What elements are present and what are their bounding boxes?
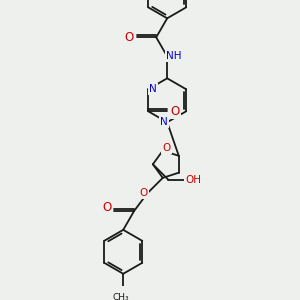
Text: OH: OH bbox=[185, 175, 201, 184]
Text: O: O bbox=[140, 188, 148, 198]
Text: CH₃: CH₃ bbox=[112, 293, 129, 300]
Text: N: N bbox=[149, 84, 157, 94]
Text: O: O bbox=[163, 143, 171, 153]
Text: NH: NH bbox=[166, 51, 182, 61]
Text: O: O bbox=[102, 200, 111, 214]
Text: O: O bbox=[170, 105, 179, 118]
Text: N: N bbox=[160, 117, 168, 127]
Text: O: O bbox=[125, 31, 134, 44]
